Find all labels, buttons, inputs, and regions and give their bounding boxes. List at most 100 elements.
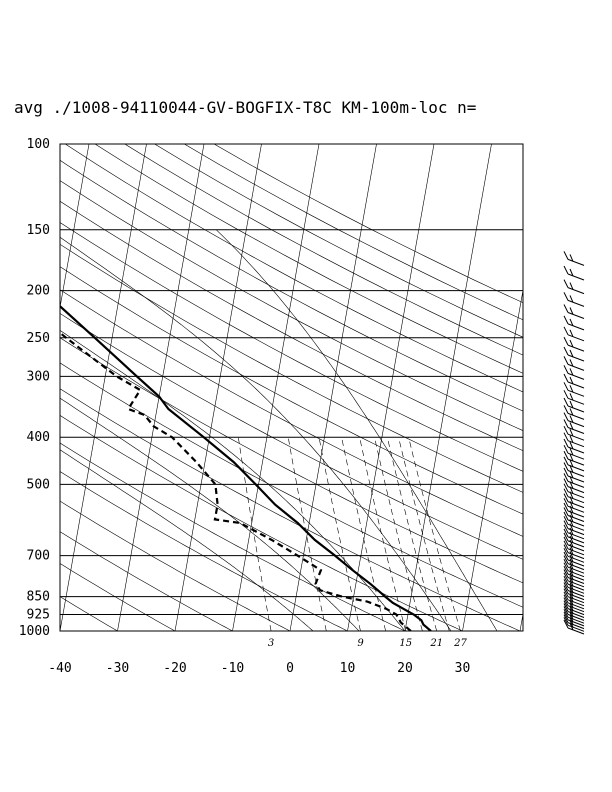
wind-barb-flag [563, 617, 569, 626]
wind-barb-flag [569, 547, 574, 555]
wind-barb-staff [567, 593, 585, 601]
moist-adiabat-line [60, 329, 406, 631]
isotherm-line [519, 612, 523, 631]
wind-barb-flag [563, 597, 569, 606]
mixing-ratio-line [287, 437, 327, 631]
wind-barb-staff [567, 596, 585, 604]
wind-barb-staff [567, 486, 585, 494]
wind-barb-staff [567, 577, 585, 584]
wind-barb-flag [563, 551, 569, 561]
wind-barb-flag [563, 594, 569, 604]
wind-barb-staff [567, 491, 585, 499]
dry-adiabat-line [60, 415, 463, 631]
wind-barb-flag [569, 368, 574, 376]
wind-barb-staff [567, 287, 585, 295]
wind-barb-staff [567, 523, 585, 531]
wind-barb-flag [563, 462, 569, 471]
wind-barb-flag [563, 346, 569, 356]
pressure-tick-label: 500 [27, 477, 50, 492]
wind-barb-staff [567, 624, 585, 632]
wind-barb-flag [563, 265, 569, 275]
wind-barb-flag [563, 493, 569, 502]
wind-barbs [563, 251, 585, 635]
wind-barb-staff [567, 372, 585, 380]
temperature-tick-label: 30 [455, 661, 471, 676]
wind-barb-flag [563, 565, 569, 575]
pressure-tick-label: 400 [27, 430, 50, 445]
wind-barb-staff [567, 480, 585, 488]
wind-barb-staff [567, 605, 585, 613]
wind-barb-flag [563, 373, 569, 383]
isotherm-line [462, 288, 523, 631]
moist-adiabat-line [60, 397, 360, 631]
wind-barb-flag [563, 438, 569, 448]
wind-barb-flag [563, 507, 569, 516]
wind-barb-flag [569, 268, 574, 277]
wind-barb-staff [567, 599, 585, 607]
wind-barb-flag [569, 572, 574, 580]
wind-barb-flag [563, 502, 569, 512]
wind-barb-staff [567, 619, 585, 627]
dry-adiabat-line [213, 144, 523, 304]
wind-barb-flag [563, 619, 569, 629]
wind-barb-flag [563, 532, 569, 542]
wind-barb-staff [567, 515, 585, 522]
pressure-tick-label: 850 [27, 590, 50, 605]
wind-barb-flag [563, 336, 569, 346]
moist-adiabat-line [216, 229, 498, 631]
wind-barb-staff [567, 446, 585, 454]
wind-barb-staff [567, 563, 585, 571]
mixing-ratio-lines [238, 437, 461, 631]
wind-barb-staff [567, 501, 585, 509]
pressure-tick-label: 925 [27, 608, 50, 623]
wind-barb-staff [567, 440, 585, 448]
isotherm-line [117, 144, 205, 631]
wind-barb-staff [567, 464, 585, 472]
wind-barb-staff [567, 258, 585, 266]
wind-barb-flag [563, 585, 569, 594]
wind-barb-flag [563, 579, 569, 588]
wind-barb-staff [567, 555, 585, 563]
dry-adiabat-line [60, 362, 523, 608]
wind-barb-staff [567, 475, 585, 483]
wind-barb-staff [567, 590, 585, 597]
isotherm-line [174, 144, 262, 631]
wind-barb-flag [569, 543, 574, 551]
wind-barb-flag [563, 606, 569, 615]
wind-barb-flag [569, 476, 574, 484]
isotherm-line [60, 144, 147, 631]
wind-barb-staff [567, 420, 585, 428]
wind-barb-staff [567, 540, 585, 548]
wind-barb-staff [567, 602, 585, 610]
wind-barb-flag [563, 572, 569, 582]
wind-barb-flag [569, 339, 574, 348]
wind-barb-staff [567, 381, 585, 389]
wind-barb-flag [569, 415, 574, 423]
wind-barb-staff [567, 273, 585, 281]
wind-barb-flag [563, 498, 569, 507]
mixing-ratio-labels: 3 9 15 21 27 [268, 638, 468, 649]
wind-barb-flag [563, 456, 569, 466]
wind-barb-staff [567, 323, 585, 331]
wind-barb-flag [569, 568, 574, 577]
wind-barb-flag [563, 467, 569, 477]
wind-barb-flag [563, 279, 569, 288]
isotherm-line [347, 144, 435, 631]
pressure-tick-label: 300 [27, 369, 50, 384]
wind-barb-staff [567, 559, 585, 567]
wind-barb-flag [563, 292, 569, 301]
mixing-ratio-label: 21 [429, 638, 443, 649]
wind-barb-flag [563, 251, 569, 260]
dewpoint-profile [60, 331, 412, 631]
wind-barb-flag [563, 603, 569, 612]
wind-barb-flag [563, 365, 569, 374]
wind-barb-staff [567, 536, 585, 544]
wind-barb-staff [567, 570, 585, 578]
temperature-tick-label: -10 [221, 661, 244, 676]
dry-adiabat-line [60, 159, 523, 412]
wind-barb-flag [563, 544, 569, 553]
wind-barb-flag [569, 554, 574, 563]
wind-barb-flag [563, 558, 569, 568]
wind-barb-staff [567, 573, 585, 581]
wind-barb-flag [569, 307, 574, 315]
